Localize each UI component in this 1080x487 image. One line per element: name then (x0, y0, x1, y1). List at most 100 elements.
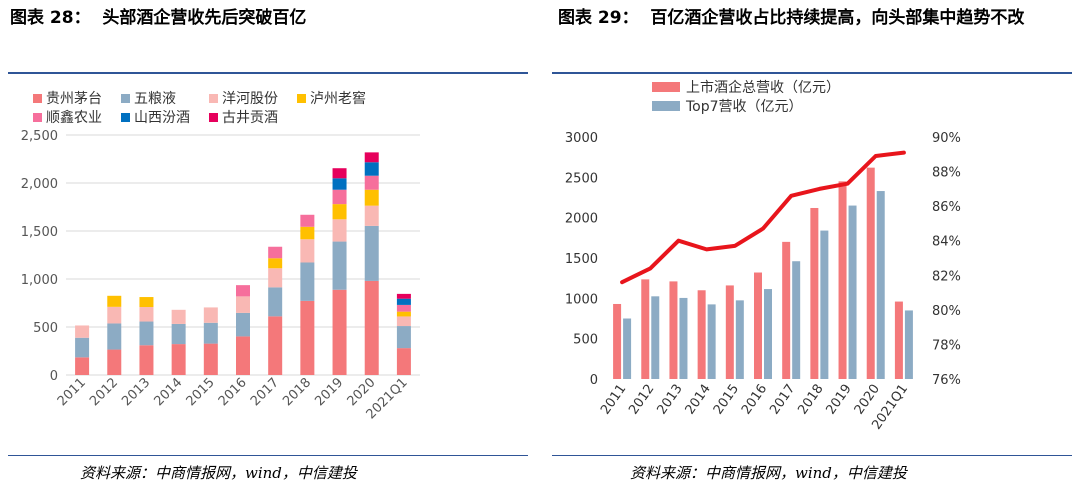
bar-segment (332, 219, 347, 242)
bar-segment (236, 296, 250, 313)
bar-segment (171, 344, 186, 375)
legend-label: 上市酒企总营收（亿元） (686, 79, 840, 96)
bar-segment (300, 262, 315, 301)
y2-tick-label: 76% (932, 373, 961, 388)
bar-segment (332, 168, 347, 179)
y-tick-label: 500 (573, 333, 598, 348)
bar-segment (332, 189, 347, 205)
bar-segment (268, 287, 283, 317)
y-tick-label: 3000 (565, 131, 598, 146)
bar-segment (396, 298, 411, 305)
bar (613, 303, 622, 379)
bar (725, 285, 734, 379)
bar-segment (364, 175, 379, 190)
bar-segment (396, 348, 411, 375)
bar-segment (236, 285, 250, 297)
bar-segment (203, 307, 218, 323)
y-tick-label: 2000 (565, 212, 598, 227)
bar-segment (139, 297, 154, 308)
legend-swatch (121, 113, 130, 122)
chart-right-title: 图表 29： 百亿酒企营收占比持续提高，向头部集中趋势不改 (558, 2, 1068, 34)
x-tick-label: 2014 (683, 382, 714, 418)
chart-right-title-prefix: 图表 29： (558, 8, 639, 28)
bar-segment (364, 152, 379, 163)
bar (764, 289, 772, 379)
y2-tick-label: 86% (932, 200, 961, 215)
legend-label: 山西汾酒 (134, 110, 190, 126)
bar-segment (396, 293, 411, 299)
bar (792, 261, 801, 379)
right-source-note: 资料来源：中商情报网，wind，中信建投 (630, 464, 907, 482)
bar-segment (332, 241, 347, 290)
y-tick-label: 0 (50, 369, 58, 384)
bar-segment (75, 357, 90, 375)
bar (754, 272, 762, 379)
x-tick-label: 2015 (711, 382, 742, 418)
y-tick-label: 2,500 (21, 129, 58, 144)
x-tick-label: 2012 (626, 382, 657, 418)
bar-segment (300, 239, 315, 263)
legend-swatch (209, 94, 218, 103)
bar-segment (268, 268, 283, 288)
y-tick-label: 500 (33, 321, 58, 336)
y2-tick-label: 90% (932, 131, 961, 146)
legend-swatch (652, 82, 680, 92)
y-tick-label: 2,000 (21, 177, 58, 192)
legend-label: 洋河股份 (222, 91, 278, 107)
share-line (620, 150, 906, 285)
bar-segment (332, 289, 347, 375)
bar (810, 207, 819, 379)
bar (679, 297, 688, 379)
y-tick-label: 1,000 (21, 273, 58, 288)
bar (735, 300, 744, 379)
x-tick-label: 2014 (151, 375, 185, 409)
y-tick-label: 1,500 (21, 225, 58, 240)
bar-segment (236, 336, 250, 375)
chart-right-title-text: 百亿酒企营收占比持续提高，向头部集中趋势不改 (650, 8, 1025, 28)
legend-swatch (33, 113, 42, 122)
bar-segment (107, 295, 122, 307)
bar-segment (300, 214, 315, 227)
bar (838, 181, 847, 379)
chart-left-title: 图表 28： 头部酒企营收先后突破百亿 (10, 2, 530, 34)
bar (669, 281, 678, 379)
bar-segment (364, 205, 379, 226)
legend-label: 古井贡酒 (222, 110, 278, 126)
y2-tick-label: 78% (932, 338, 961, 353)
bar-segment (75, 325, 90, 338)
y-tick-label: 1500 (565, 252, 598, 267)
bar-segment (364, 280, 379, 375)
chart-left-title-text: 头部酒企营收先后突破百亿 (102, 8, 307, 28)
y2-tick-label: 84% (932, 235, 961, 250)
right-top-rule (552, 72, 1072, 74)
bar-segment (300, 300, 315, 375)
bar (866, 167, 875, 379)
legend-label: 五粮液 (134, 91, 176, 107)
x-tick-label: 2013 (654, 382, 685, 418)
bar-segment (364, 225, 379, 281)
bar-segment (396, 304, 411, 312)
legend-label: 顺鑫农业 (46, 109, 102, 126)
x-tick-label: 2012 (87, 375, 121, 409)
legend-swatch (33, 94, 42, 103)
bar-segment (139, 345, 154, 375)
bar-segment (107, 306, 122, 324)
chart-left-title-prefix: 图表 28： (10, 8, 91, 28)
x-tick-label: 2017 (248, 375, 282, 409)
bar (876, 191, 885, 379)
right-bottom-rule (552, 455, 1072, 456)
bar (782, 241, 791, 379)
bar (707, 304, 716, 379)
legend-swatch (297, 94, 306, 103)
x-tick-label: 2018 (280, 375, 314, 409)
y-tick-label: 1000 (565, 292, 598, 307)
bar (894, 301, 903, 379)
bar-segment (364, 162, 379, 176)
bar-segment (139, 307, 154, 322)
x-tick-label: 2016 (216, 375, 250, 409)
bar-segment (203, 322, 218, 344)
legend-swatch (652, 101, 680, 111)
bar-segment (139, 321, 154, 346)
legend-swatch (209, 113, 218, 122)
